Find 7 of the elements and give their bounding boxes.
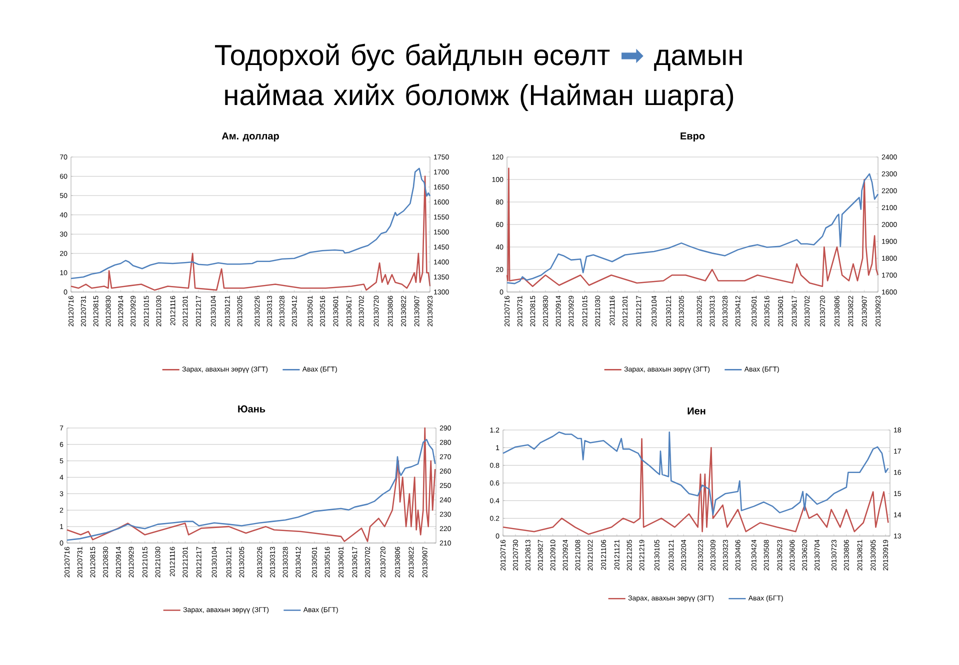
line-series xyxy=(70,168,431,280)
chart-title: Юань xyxy=(238,405,266,412)
chart-subtitle: Ам. доллар xyxy=(222,132,279,142)
line-series xyxy=(502,431,889,516)
chart-title: Иен xyxy=(688,407,706,414)
chart-title: Евро xyxy=(680,132,705,142)
chart-title: Тодорхой бус байдлын өсөлт ➡ дамын наймаа хийх боломж (Найман шарга) xyxy=(214,44,742,112)
